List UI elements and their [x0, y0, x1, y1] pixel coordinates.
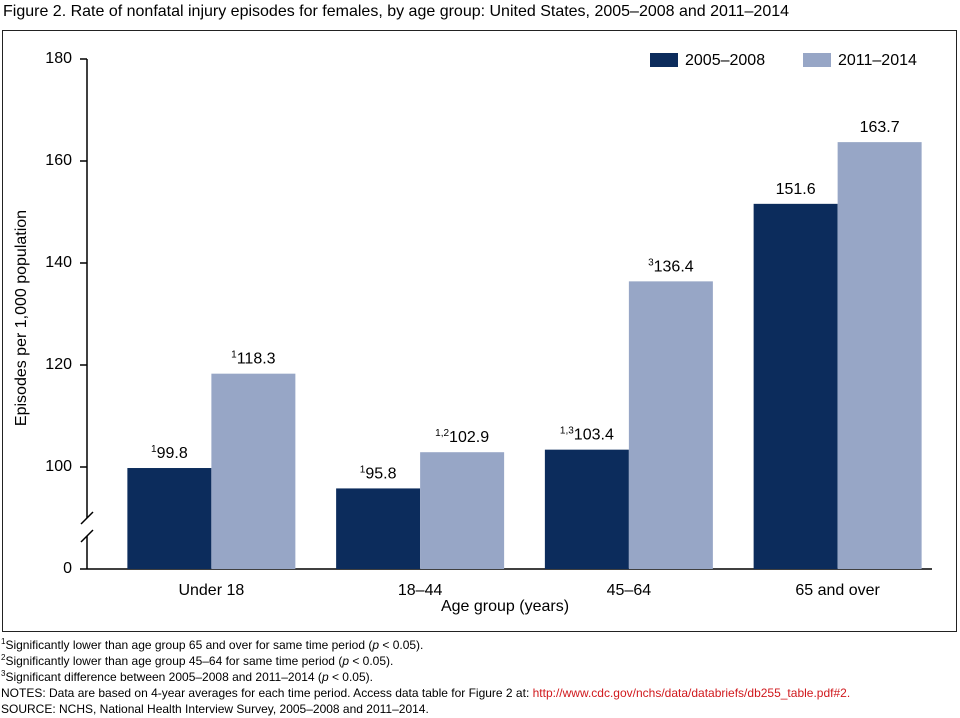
footnote: 3Significant difference between 2005–200… [1, 669, 373, 684]
x-tick-label: 65 and over [795, 582, 880, 599]
footnote-text: Significantly lower than age group 65 an… [5, 638, 372, 652]
y-tick-label: 120 [45, 356, 72, 373]
footnote-ref: 1 [360, 464, 366, 475]
data-value: 102.9 [449, 429, 489, 446]
footnote-text: Significant difference between 2005–2008… [5, 670, 321, 684]
data-value: 151.6 [776, 181, 816, 198]
source: SOURCE: NCHS, National Health Interview … [1, 702, 429, 716]
x-tick-label: Under 18 [178, 582, 244, 599]
y-tick-label: 0 [63, 560, 72, 577]
y-tick-label: 160 [45, 152, 72, 169]
x-tick-label: 45–64 [607, 582, 652, 599]
footnote-mark: 2 [1, 653, 6, 662]
y-tick-label: 180 [45, 50, 72, 67]
footnote-text: < 0.05). [329, 670, 373, 684]
bar [211, 373, 296, 569]
footnote-text: p [321, 670, 329, 684]
legend-swatch [650, 53, 678, 67]
bar [420, 452, 505, 569]
bar [837, 142, 922, 569]
y-axis-label: Episodes per 1,000 population [13, 210, 30, 426]
footnote-text: < 0.05). [349, 654, 393, 668]
footnote: 2Significantly lower than age group 45–6… [1, 653, 393, 668]
break-mark [80, 529, 94, 543]
footnote-ref: 1 [151, 444, 157, 455]
data-label: 3136.4 [648, 257, 694, 276]
footnote-ref: 3 [648, 257, 654, 268]
footnote-text: Significantly lower than age group 45–64… [5, 654, 342, 668]
footnote-text: p [341, 654, 349, 668]
data-value: 95.8 [365, 466, 396, 483]
footnote-ref: 1,3 [560, 425, 574, 436]
footnote-mark: 1 [1, 637, 6, 646]
data-label: 1,3103.4 [560, 425, 614, 444]
data-value: 103.4 [574, 427, 614, 444]
data-value: 118.3 [237, 351, 276, 368]
legend-label: 2011–2014 [838, 52, 917, 69]
footnote: 1Significantly lower than age group 65 a… [1, 637, 423, 652]
break-mark [80, 511, 94, 525]
data-label: 151.6 [776, 181, 816, 198]
bar [336, 488, 421, 569]
data-label: 1118.3 [231, 349, 276, 368]
bar [753, 203, 838, 569]
footnote-ref: 1,2 [435, 428, 449, 439]
bar [628, 281, 713, 569]
notes: NOTES: Data are based on 4-year averages… [1, 686, 850, 700]
notes-link[interactable]: http://www.cdc.gov/nchs/data/databriefs/… [533, 686, 851, 700]
legend-label: 2005–2008 [685, 52, 765, 69]
footnote-ref: 1 [231, 349, 237, 360]
frame [2, 30, 957, 632]
data-value: 163.7 [860, 119, 900, 136]
footnote-text: < 0.05). [379, 638, 423, 652]
bar [127, 468, 212, 569]
footnote-text: p [371, 638, 379, 652]
y-tick-label: 140 [45, 254, 72, 271]
legend-swatch [803, 53, 831, 67]
notes-text: NOTES: Data are based on 4-year averages… [1, 686, 533, 700]
data-value: 136.4 [654, 259, 694, 276]
data-label: 195.8 [360, 464, 397, 483]
footnote-mark: 3 [1, 669, 6, 678]
data-label: 163.7 [860, 119, 900, 136]
data-label: 199.8 [151, 444, 188, 463]
x-axis-label: Age group (years) [441, 598, 569, 615]
data-label: 1,2102.9 [435, 428, 489, 447]
y-tick-label: 100 [45, 458, 72, 475]
chart-title: Figure 2. Rate of nonfatal injury episod… [3, 3, 789, 20]
x-tick-label: 18–44 [398, 582, 443, 599]
bar [544, 449, 629, 569]
data-value: 99.8 [157, 445, 188, 462]
